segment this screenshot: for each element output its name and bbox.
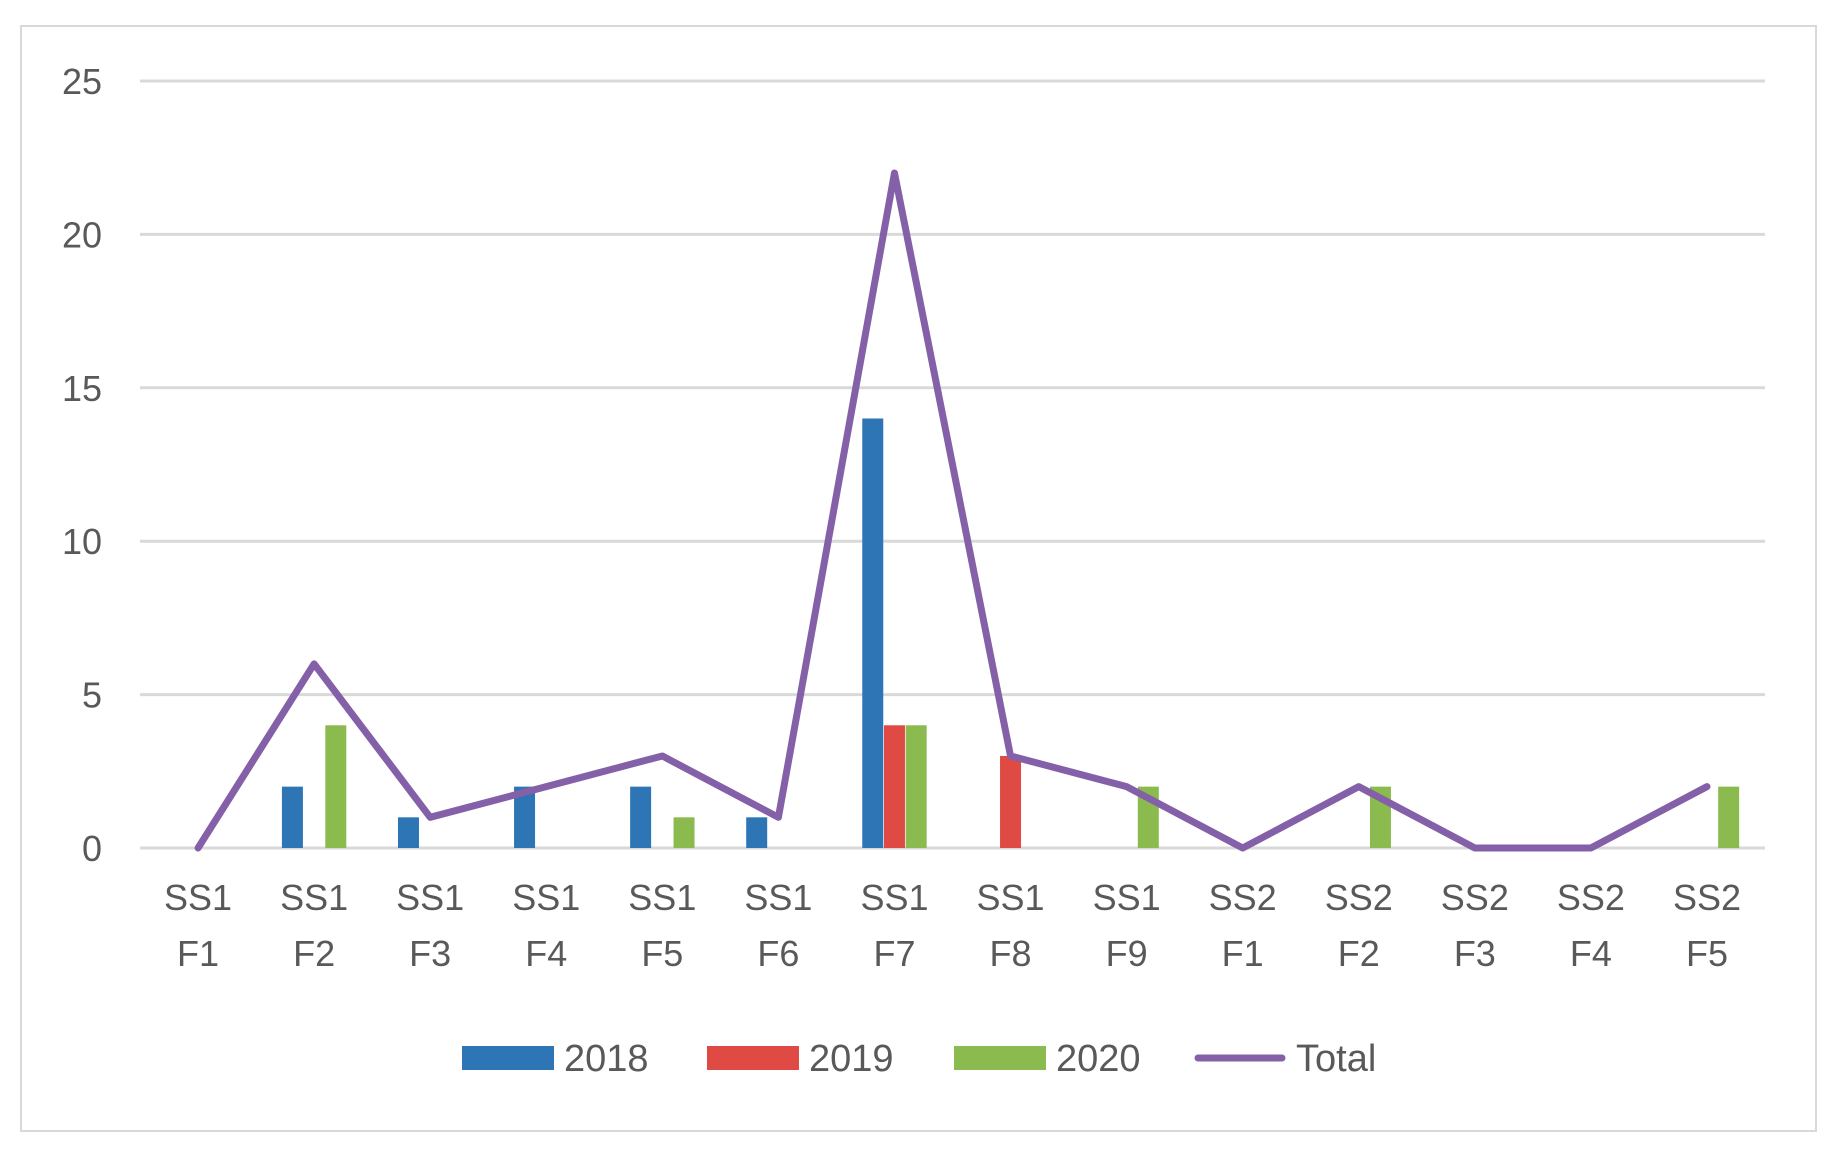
x-tick-label-line: F7 <box>873 933 915 974</box>
x-tick-label-line: SS2 <box>1441 877 1509 918</box>
x-tick-label-line: SS1 <box>860 877 928 918</box>
x-tick-label-line: SS1 <box>1093 877 1161 918</box>
chart-frame: 0 5 10 15 20 25 SS1 F1 SS1 F2 SS1 F3 SS1 F4 SS1 F5 SS1 F… <box>20 25 1817 1132</box>
line-series-Total <box>194 169 1711 852</box>
bar-layer <box>281 418 1740 848</box>
x-tick-label-SS2-F1: SS2 F1 <box>1209 877 1277 974</box>
bar-2019-SS1-F7 <box>883 725 905 848</box>
x-tick-label-line: F4 <box>525 933 567 974</box>
x-tick-label-SS1-F6: SS1 F6 <box>744 877 812 974</box>
legend-swatch-2019 <box>707 1046 799 1070</box>
x-tick-label-line: SS1 <box>628 877 696 918</box>
y-tick-label-15: 15 <box>62 368 102 409</box>
bar-2018-SS1-F5 <box>630 786 652 848</box>
x-tick-label-line: F3 <box>1454 933 1496 974</box>
bar-2018-SS1-F3 <box>397 817 419 848</box>
x-tick-label-line: F4 <box>1570 933 1612 974</box>
x-tick-label-SS2-F4: SS2 F4 <box>1557 877 1625 974</box>
line-layer <box>194 169 1711 852</box>
legend: 2018 2019 2020 Total <box>462 1038 1376 1080</box>
legend-label-2020: 2020 <box>1056 1038 1141 1080</box>
bar-2020-SS2-F5 <box>1718 786 1740 848</box>
x-tick-label-SS2-F5: SS2 F5 <box>1673 877 1741 974</box>
x-tick-label-SS1-F3: SS1 F3 <box>396 877 464 974</box>
y-tick-label-20: 20 <box>62 214 102 255</box>
x-tick-label-SS1-F7: SS1 F7 <box>860 877 928 974</box>
legend-label-2019: 2019 <box>809 1038 894 1080</box>
legend-label-2018: 2018 <box>564 1038 649 1080</box>
x-tick-label-line: F3 <box>409 933 451 974</box>
x-tick-label-SS1-F4: SS1 F4 <box>512 877 580 974</box>
x-tick-label-line: F5 <box>641 933 683 974</box>
x-tick-label-line: F1 <box>1222 933 1264 974</box>
x-tick-label-line: F6 <box>757 933 799 974</box>
y-tick-label-25: 25 <box>62 61 102 102</box>
legend-swatch-2018 <box>462 1046 554 1070</box>
bar-2018-SS1-F7 <box>862 418 884 848</box>
x-tick-label-SS1-F2: SS1 F2 <box>280 877 348 974</box>
x-tick-label-line: SS1 <box>977 877 1045 918</box>
x-tick-label-line: SS2 <box>1673 877 1741 918</box>
x-tick-label-SS2-F2: SS2 F2 <box>1325 877 1393 974</box>
x-tick-label-line: SS1 <box>744 877 812 918</box>
x-tick-label-line: F2 <box>1338 933 1380 974</box>
x-tick-label-line: F2 <box>293 933 335 974</box>
x-tick-label-line: SS2 <box>1557 877 1625 918</box>
x-tick-label-line: SS1 <box>512 877 580 918</box>
bar-2018-SS1-F4 <box>514 786 536 848</box>
x-tick-label-SS1-F8: SS1 F8 <box>977 877 1045 974</box>
x-tick-label-SS2-F3: SS2 F3 <box>1441 877 1509 974</box>
x-tick-label-line: SS1 <box>164 877 232 918</box>
x-tick-label-line: SS1 <box>396 877 464 918</box>
bar-2020-SS1-F5 <box>673 817 695 848</box>
x-tick-label-line: F1 <box>177 933 219 974</box>
bar-2018-SS1-F2 <box>281 786 303 848</box>
legend-label-Total: Total <box>1296 1038 1376 1080</box>
x-tick-label-SS1-F9: SS1 F9 <box>1093 877 1161 974</box>
bar-2019-SS1-F8 <box>1000 755 1022 848</box>
x-tick-label-line: SS1 <box>280 877 348 918</box>
x-tick-label-line: F5 <box>1686 933 1728 974</box>
legend-swatch-2020 <box>954 1046 1046 1070</box>
y-tick-label-0: 0 <box>82 828 102 869</box>
y-tick-label-10: 10 <box>62 521 102 562</box>
x-tick-label-SS1-F1: SS1 F1 <box>164 877 232 974</box>
x-tick-label-line: F9 <box>1106 933 1148 974</box>
bar-2020-SS1-F7 <box>905 725 927 848</box>
bar-2020-SS1-F2 <box>325 725 347 848</box>
x-tick-label-line: SS2 <box>1209 877 1277 918</box>
bar-2018-SS1-F6 <box>746 817 768 848</box>
x-tick-label-line: SS2 <box>1325 877 1393 918</box>
x-tick-label-SS1-F5: SS1 F5 <box>628 877 696 974</box>
x-tick-label-line: F8 <box>990 933 1032 974</box>
y-tick-label-5: 5 <box>82 675 102 716</box>
y-axis-ticks: 0 5 10 15 20 25 <box>62 61 102 869</box>
